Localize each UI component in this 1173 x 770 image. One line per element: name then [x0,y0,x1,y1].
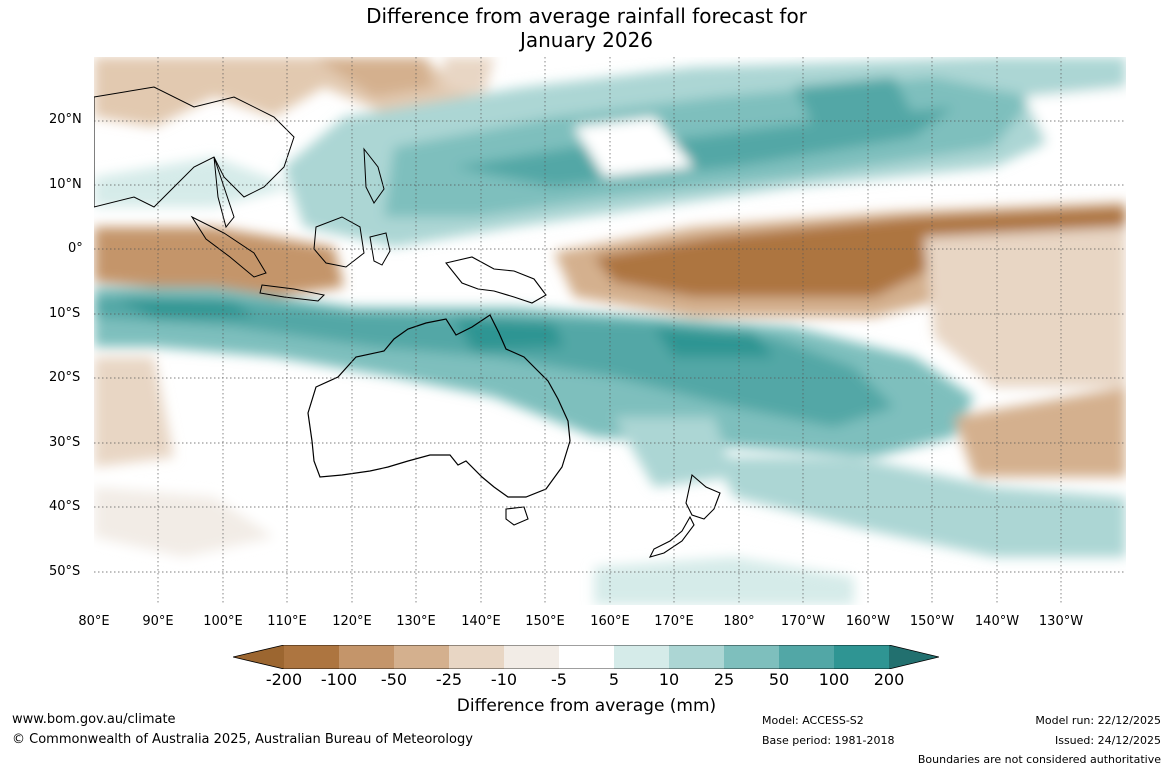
colorbar-label: 5 [608,670,620,689]
colorbar-label: 50 [768,670,790,689]
lon-label-130e: 130°E [396,614,436,629]
colorbar-label: -50 [380,670,408,689]
australia-outline [307,314,571,498]
lat-label-30s: 30°S [49,435,81,450]
lon-label-170w: 170°W [780,614,826,629]
sumatra-outline [190,215,267,278]
map-svg [94,57,1126,605]
lat-label-50s: 50°S [49,564,81,579]
colorbar-swatch-9 [724,645,779,669]
title-line-2: January 2026 [519,28,654,52]
colorbar-swatch-7 [614,645,669,669]
lon-label-100e: 100°E [203,614,243,629]
lon-label-140w: 140°W [974,614,1020,629]
lon-label-150w: 150°W [909,614,955,629]
lon-label-130w: 130°W [1038,614,1084,629]
colorbar-swatch-6 [559,645,614,669]
colorbar-label: -5 [551,670,567,689]
title-line-1: Difference from average rainfall forecas… [366,4,807,28]
disclaimer-text: Boundaries are not considered authoritat… [917,753,1161,766]
lon-label-160w: 160°W [845,614,891,629]
rainfall-anomaly-map [94,57,1126,605]
colorbar-swatch-8 [669,645,724,669]
colorbar-swatch-3 [394,645,449,669]
colorbar-swatch-12 [889,645,939,669]
anomaly-fields [94,57,1126,605]
colorbar-swatch-5 [504,645,559,669]
colorbar-swatch-11 [834,645,889,669]
lon-label-140e: 140°E [461,614,501,629]
lat-label-20s: 20°S [49,370,81,385]
lon-label-160e: 160°E [590,614,630,629]
philippines-outline [363,147,385,204]
lon-label-90e: 90°E [142,614,174,629]
colorbar-swatch-2 [339,645,394,669]
lat-label-10s: 10°S [49,306,81,321]
nz-south-outline [648,515,695,558]
lat-label-40s: 40°S [49,499,81,514]
lat-label-20n: 20°N [49,112,82,127]
borneo-outline [313,216,365,268]
lon-label-150e: 150°E [525,614,565,629]
new-guinea-outline [445,256,547,304]
tasmania-outline [505,506,529,526]
lon-label-120e: 120°E [332,614,372,629]
colorbar-swatch-0 [233,645,284,669]
colorbar-swatch-1 [284,645,339,669]
lon-label-110e: 110°E [267,614,307,629]
colorbar-title: Difference from average (mm) [456,696,717,716]
nz-north-outline [685,473,721,520]
lat-label-10n: 10°N [49,177,82,192]
map-title: Difference from average rainfall forecas… [0,4,1173,52]
colorbar-swatch-4 [449,645,504,669]
sulawesi-outline [369,232,391,266]
colorbar-label: -200 [265,670,303,689]
lon-label-80e: 80°E [78,614,110,629]
colorbar-label: 10 [658,670,680,689]
colorbar [233,645,939,669]
website-link[interactable]: www.bom.gov.au/climate [12,712,176,727]
colorbar-label: 100 [818,670,850,689]
model-text: Model: ACCESS-S2 [762,714,864,727]
copyright-text: © Commonwealth of Australia 2025, Austra… [12,732,473,747]
colorbar-label: -25 [435,670,463,689]
lon-label-170e: 170°E [654,614,694,629]
colorbar-label: 25 [713,670,735,689]
malay-peninsula-outline [213,156,235,229]
base-period-text: Base period: 1981-2018 [762,734,895,747]
colorbar-swatch-10 [779,645,834,669]
colorbar-label: -10 [490,670,518,689]
java-outline [259,284,326,302]
lat-label-0: 0° [68,241,83,256]
model-run-text: Model run: 22/12/2025 [1035,714,1161,727]
issued-text: Issued: 24/12/2025 [1054,734,1161,747]
colorbar-label: 200 [873,670,905,689]
lon-label-180: 180° [723,614,755,629]
colorbar-label: -100 [320,670,358,689]
asia-outline [94,86,295,208]
graticule [94,57,1126,605]
